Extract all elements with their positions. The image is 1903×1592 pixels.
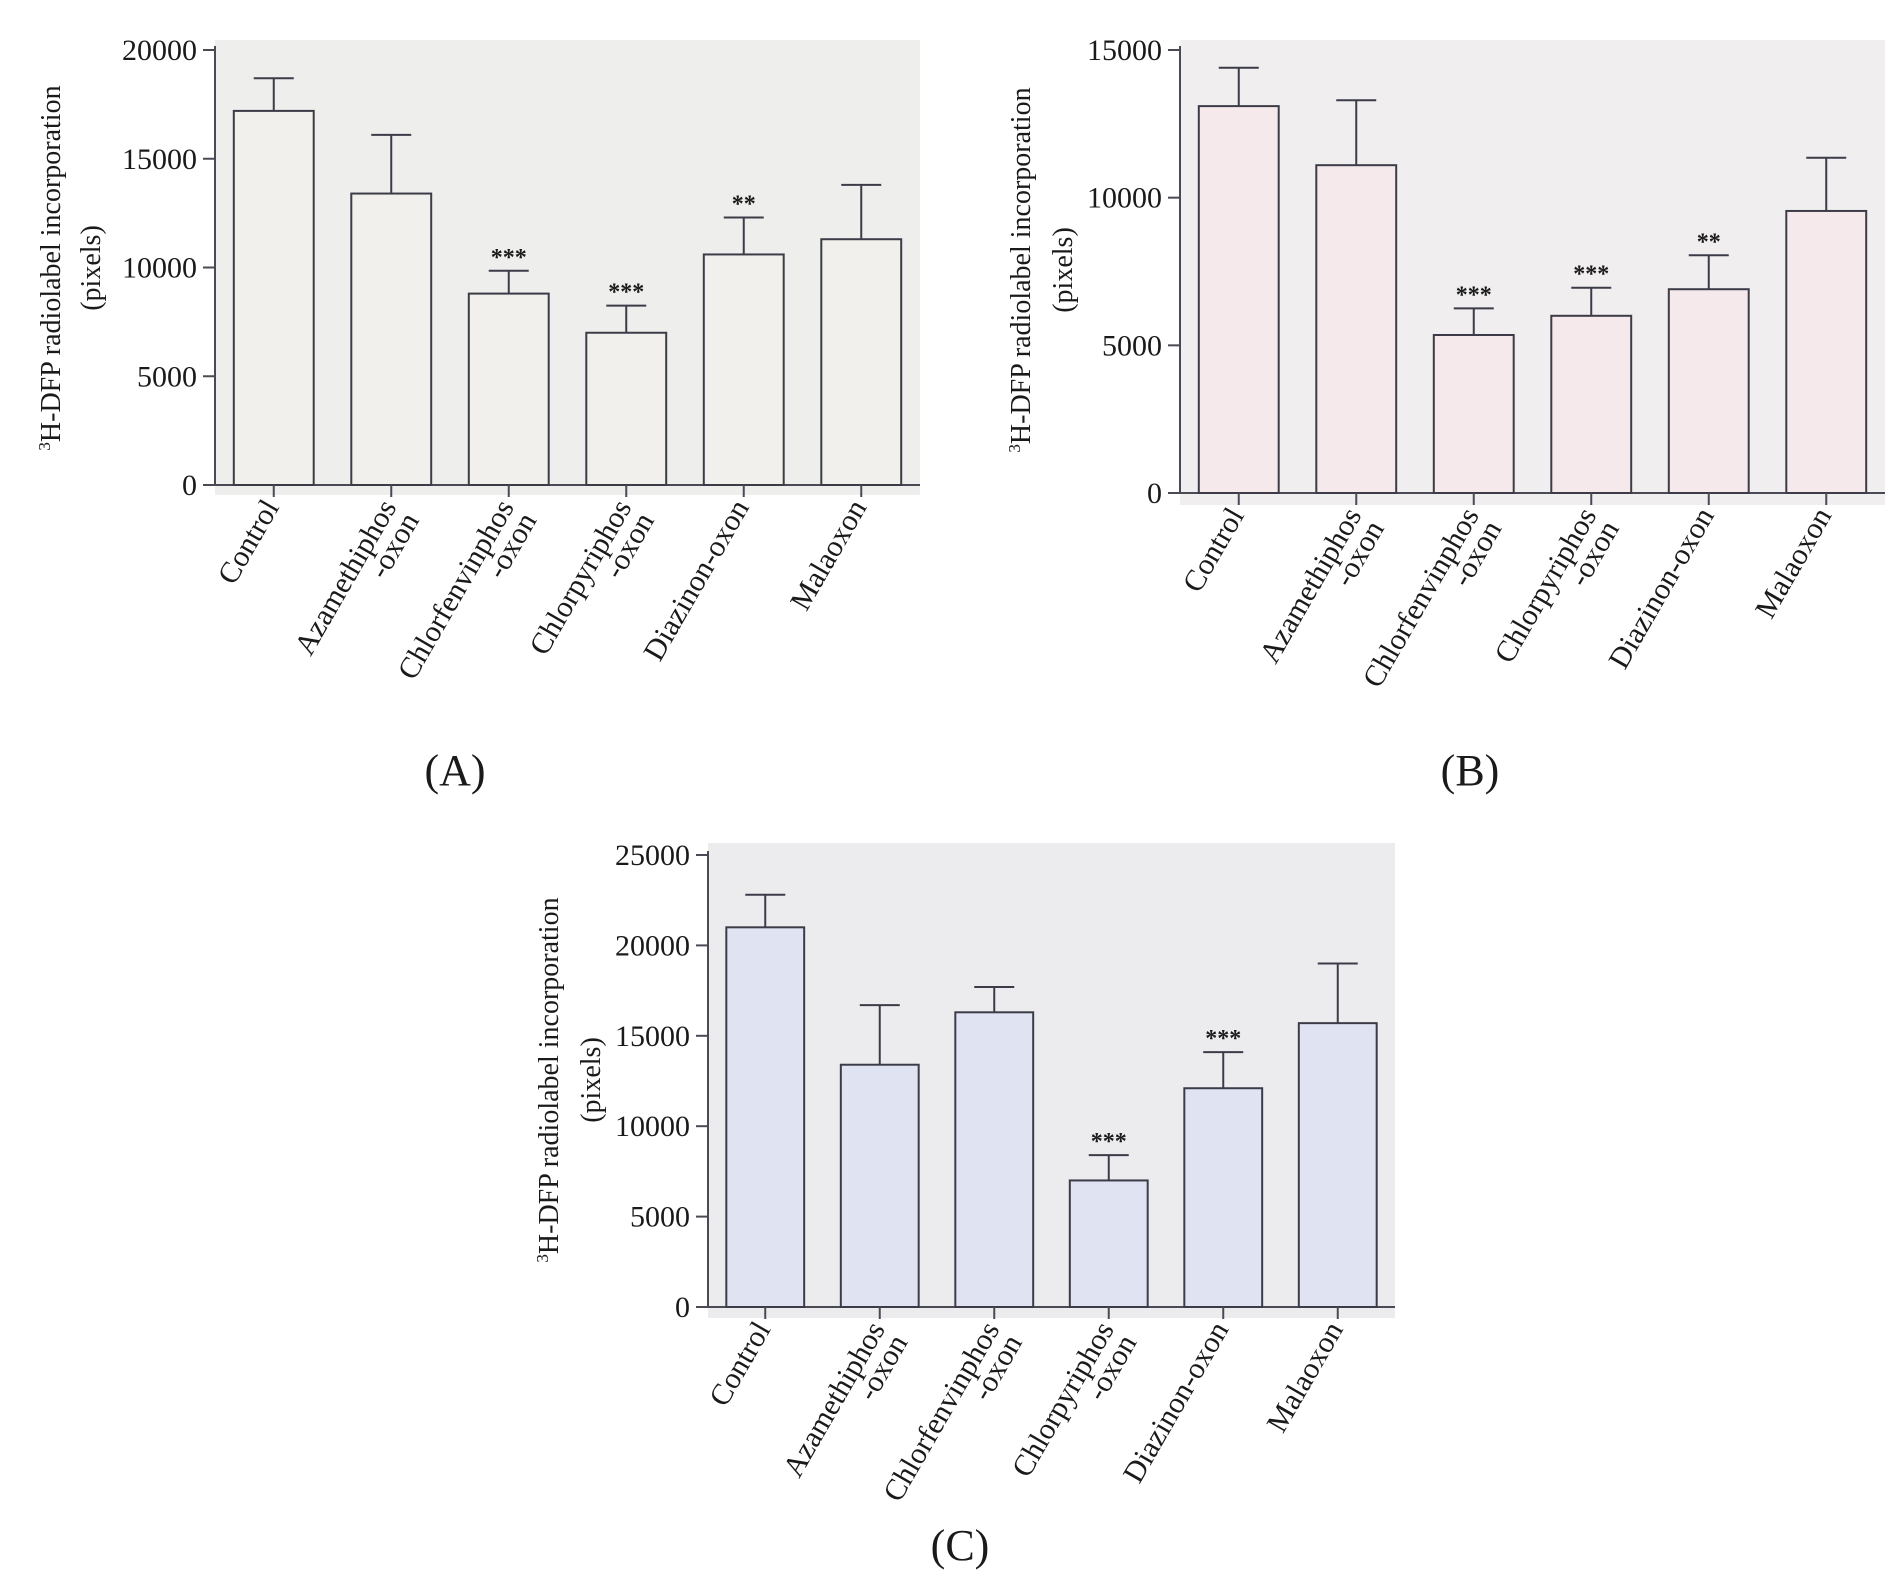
category-label-line1: Malaoxon <box>1260 1316 1349 1438</box>
category-label: Malaoxon <box>784 494 873 616</box>
significance-label: *** <box>1205 1026 1241 1052</box>
y-axis-label-text: H-DFP radiolabel incorporation <box>36 85 67 442</box>
bar <box>1183 1087 1264 1309</box>
y-axis-label-units: (pixels) <box>1048 227 1079 313</box>
y-axis-label: 3H-DFP radiolabel incorporation <box>1005 87 1037 452</box>
significance-label: ** <box>1697 229 1721 255</box>
y-tick-label: 5000 <box>630 1201 690 1234</box>
y-tick-label: 0 <box>182 469 197 502</box>
bar <box>1785 209 1868 494</box>
bar <box>1667 288 1750 494</box>
y-axis-label: 3H-DFP radiolabel incorporation <box>533 897 565 1262</box>
category-label: Control <box>703 1316 777 1412</box>
category-label: Malaoxon <box>1749 502 1838 624</box>
y-axis-label-superscript: 3 <box>35 442 54 451</box>
significance-label: ** <box>732 191 756 217</box>
y-tick-label: 0 <box>675 1291 690 1324</box>
significance-label: *** <box>608 280 644 306</box>
category-label-line1: Control <box>211 494 285 590</box>
bar <box>1315 164 1398 494</box>
significance-label: *** <box>1456 282 1492 308</box>
y-axis-label: 3H-DFP radiolabel incorporation <box>35 85 67 450</box>
y-tick-label: 15000 <box>615 1020 690 1053</box>
significance-label: *** <box>491 245 527 271</box>
y-tick-label: 20000 <box>615 929 690 962</box>
y-tick-label: 15000 <box>122 143 197 176</box>
category-label-line1: Malaoxon <box>784 494 873 616</box>
panel-label: (A) <box>424 746 485 795</box>
category-label-line1: Diazinon-oxon <box>1602 502 1721 674</box>
category-label-line1: Malaoxon <box>1749 502 1838 624</box>
category-label: Control <box>1176 502 1250 598</box>
bar <box>467 292 550 486</box>
bar <box>1432 333 1515 494</box>
y-tick-label: 10000 <box>122 252 197 285</box>
bar <box>232 109 315 487</box>
category-label: Control <box>211 494 285 590</box>
y-tick-label: 25000 <box>615 839 690 872</box>
y-tick-label: 20000 <box>122 34 197 67</box>
y-axis-label-units: (pixels) <box>76 225 107 311</box>
bar <box>1068 1179 1149 1308</box>
y-tick-label: 10000 <box>1087 182 1162 215</box>
category-label-line1: Control <box>703 1316 777 1412</box>
bar <box>820 238 903 486</box>
y-tick-label: 5000 <box>137 360 197 393</box>
y-tick-label: 15000 <box>1087 34 1162 67</box>
bar <box>725 926 806 1308</box>
panel-label: (B) <box>1441 746 1500 795</box>
bar <box>585 331 668 486</box>
plot-background <box>215 40 920 495</box>
category-label: Diazinon-oxon <box>1602 502 1721 674</box>
y-axis-label-superscript: 3 <box>1005 444 1024 453</box>
category-label: Diazinon-oxon <box>637 494 756 666</box>
y-axis-label-superscript: 3 <box>533 1254 552 1263</box>
y-axis-label-text: H-DFP radiolabel incorporation <box>1006 87 1037 444</box>
y-tick-label: 5000 <box>1102 329 1162 362</box>
plot-background <box>1180 40 1885 505</box>
category-label-line1: Diazinon-oxon <box>637 494 756 666</box>
y-tick-label: 10000 <box>615 1110 690 1143</box>
y-axis-label-units: (pixels) <box>576 1037 607 1123</box>
panel-label: (C) <box>931 1521 990 1570</box>
bar <box>1550 314 1633 494</box>
significance-label: *** <box>1091 1129 1127 1155</box>
y-axis-label-text: H-DFP radiolabel incorporation <box>534 897 565 1254</box>
bar <box>350 192 433 487</box>
bar <box>702 253 785 486</box>
y-tick-label: 0 <box>1147 477 1162 510</box>
significance-label: *** <box>1573 262 1609 288</box>
category-label-line1: Control <box>1176 502 1250 598</box>
bar <box>839 1063 920 1309</box>
category-label: Malaoxon <box>1260 1316 1349 1438</box>
bar <box>1197 105 1280 494</box>
plot-background <box>708 843 1395 1318</box>
bar <box>1297 1022 1378 1308</box>
bar <box>954 1011 1035 1309</box>
